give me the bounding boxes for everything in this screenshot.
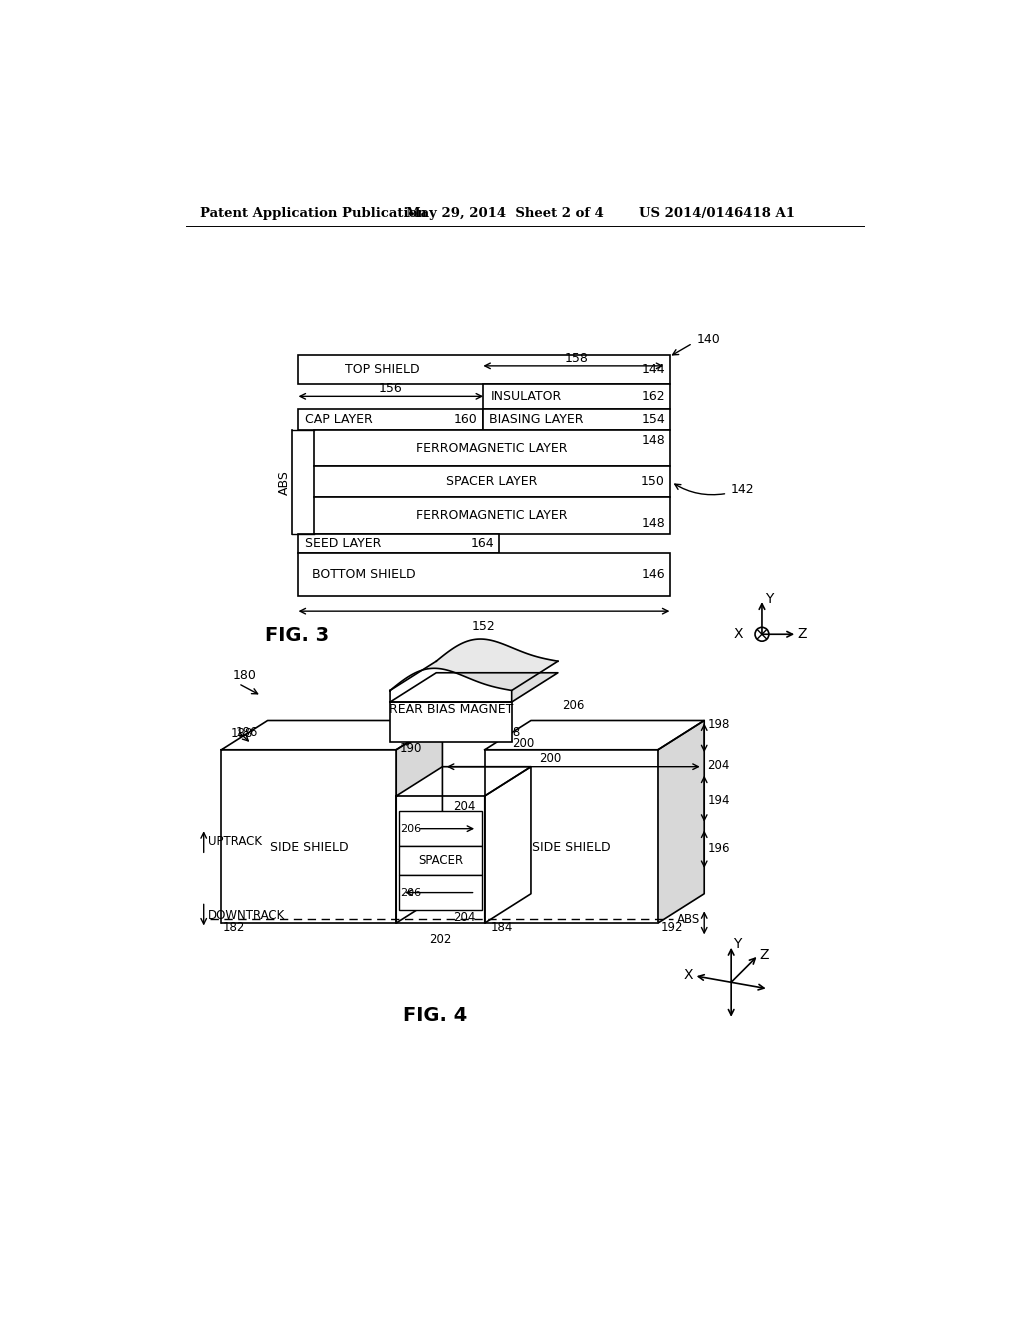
Text: Z: Z <box>759 948 768 962</box>
Text: SPACER LAYER: SPACER LAYER <box>446 475 538 488</box>
Bar <box>398 812 482 846</box>
Text: FERROMAGNETIC LAYER: FERROMAGNETIC LAYER <box>416 510 567 523</box>
Text: 188: 188 <box>499 726 521 739</box>
Text: 196: 196 <box>708 842 730 855</box>
Text: 162: 162 <box>641 389 665 403</box>
Text: SIDE SHIELD: SIDE SHIELD <box>269 841 348 854</box>
Bar <box>390 702 512 742</box>
Text: ABS: ABS <box>279 470 291 495</box>
Polygon shape <box>484 767 531 923</box>
Text: 164: 164 <box>470 537 494 550</box>
Text: 204: 204 <box>708 759 730 772</box>
Text: X: X <box>684 968 693 982</box>
Text: FIG. 4: FIG. 4 <box>402 1006 467 1024</box>
Text: 148: 148 <box>641 434 665 447</box>
Text: Patent Application Publication: Patent Application Publication <box>200 207 427 220</box>
Text: 188: 188 <box>230 727 253 741</box>
Text: FERROMAGNETIC LAYER: FERROMAGNETIC LAYER <box>416 442 567 455</box>
Text: 148: 148 <box>641 517 665 531</box>
Bar <box>221 750 396 923</box>
Text: 194: 194 <box>708 795 730 808</box>
Text: 198: 198 <box>708 718 730 731</box>
Bar <box>298 355 670 384</box>
Text: 180: 180 <box>233 669 257 682</box>
Bar <box>483 409 670 430</box>
Text: REAR BIAS MAGNET: REAR BIAS MAGNET <box>389 704 513 717</box>
Text: ABS: ABS <box>677 912 700 925</box>
Text: 154: 154 <box>641 413 665 426</box>
Polygon shape <box>390 639 558 690</box>
Text: 146: 146 <box>641 568 665 581</box>
Text: 158: 158 <box>564 351 589 364</box>
Bar <box>313 466 670 498</box>
Text: 202: 202 <box>429 933 452 946</box>
Text: Y: Y <box>733 937 741 950</box>
Text: 140: 140 <box>696 333 720 346</box>
Text: 204: 204 <box>454 800 475 813</box>
Text: SIDE SHIELD: SIDE SHIELD <box>532 841 610 854</box>
Text: May 29, 2014  Sheet 2 of 4: May 29, 2014 Sheet 2 of 4 <box>407 207 604 220</box>
Text: TOP SHIELD: TOP SHIELD <box>345 363 419 376</box>
Bar <box>298 409 483 430</box>
Text: 192: 192 <box>662 921 684 935</box>
Text: 200: 200 <box>539 752 561 766</box>
Bar <box>396 796 484 923</box>
Text: BOTTOM SHIELD: BOTTOM SHIELD <box>312 568 416 581</box>
Text: 204: 204 <box>454 911 475 924</box>
Text: 206: 206 <box>400 824 421 834</box>
Text: X: X <box>734 627 743 642</box>
Bar <box>298 553 670 595</box>
Polygon shape <box>396 721 442 923</box>
Text: 200: 200 <box>512 738 535 750</box>
Polygon shape <box>390 668 512 702</box>
Text: 156: 156 <box>379 381 402 395</box>
Polygon shape <box>221 721 442 750</box>
Text: 144: 144 <box>641 363 665 376</box>
Polygon shape <box>396 767 531 796</box>
Polygon shape <box>390 673 558 702</box>
Text: SEED LAYER: SEED LAYER <box>304 537 381 550</box>
Text: SPACER: SPACER <box>418 854 463 867</box>
Polygon shape <box>484 721 705 750</box>
Bar <box>313 430 670 466</box>
Text: UPTRACK: UPTRACK <box>208 834 261 847</box>
Text: 206: 206 <box>400 887 421 898</box>
Text: FIG. 3: FIG. 3 <box>265 626 330 645</box>
Text: DOWNTRACK: DOWNTRACK <box>208 908 285 921</box>
Text: 152: 152 <box>472 620 496 634</box>
Text: US 2014/0146418 A1: US 2014/0146418 A1 <box>639 207 795 220</box>
Text: 190: 190 <box>399 742 422 755</box>
Text: 206: 206 <box>562 700 584 713</box>
Bar <box>313 498 670 535</box>
Bar <box>398 846 482 875</box>
Bar <box>398 875 482 909</box>
Text: Z: Z <box>798 627 807 642</box>
Text: 186: 186 <box>236 726 258 739</box>
Bar <box>484 750 658 923</box>
Text: 142: 142 <box>731 483 755 496</box>
Text: CAP LAYER: CAP LAYER <box>304 413 373 426</box>
Bar <box>483 384 670 409</box>
Bar <box>298 535 499 553</box>
Text: 150: 150 <box>641 475 665 488</box>
Text: 184: 184 <box>490 921 513 935</box>
Text: INSULATOR: INSULATOR <box>490 389 562 403</box>
Text: BIASING LAYER: BIASING LAYER <box>489 413 584 426</box>
Text: 160: 160 <box>454 413 477 426</box>
Text: Y: Y <box>765 591 773 606</box>
Text: 182: 182 <box>223 921 246 935</box>
Polygon shape <box>658 721 705 923</box>
